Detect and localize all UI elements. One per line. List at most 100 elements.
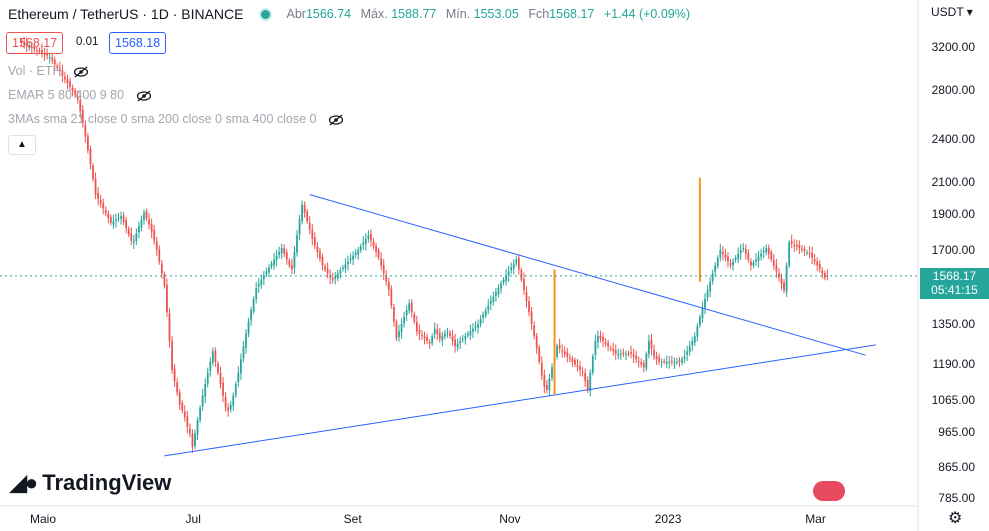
candle-body bbox=[704, 298, 706, 308]
candle-body bbox=[33, 46, 36, 50]
symbol-title[interactable]: Ethereum / TetherUS · 1D · BINANCE bbox=[8, 6, 244, 22]
candle-body bbox=[20, 41, 23, 44]
indicator-volume[interactable]: Vol · ETH bbox=[8, 64, 89, 78]
candle-body bbox=[125, 220, 128, 229]
candle-body bbox=[431, 336, 434, 344]
candle-body bbox=[466, 333, 469, 336]
candle-body bbox=[576, 365, 579, 368]
candle-body bbox=[145, 211, 148, 219]
candle-body bbox=[691, 341, 694, 346]
candle-body bbox=[255, 288, 258, 299]
candle-body bbox=[548, 378, 551, 391]
candle-body bbox=[561, 350, 564, 352]
candle-body bbox=[89, 148, 92, 165]
candle-body bbox=[479, 319, 482, 324]
candle-body bbox=[737, 253, 740, 259]
candle-body bbox=[693, 336, 696, 343]
candle-body bbox=[510, 267, 513, 271]
eye-crossed-icon[interactable] bbox=[73, 66, 89, 78]
candle-body bbox=[808, 252, 811, 254]
price-tick-label: 785.00 bbox=[938, 491, 975, 505]
trendline bbox=[164, 344, 876, 457]
candle-body bbox=[755, 259, 757, 262]
candle-body bbox=[135, 233, 138, 242]
currency-selector[interactable]: USDT ▾ bbox=[931, 5, 973, 19]
candle-body bbox=[451, 336, 454, 342]
candle-body bbox=[533, 325, 536, 337]
close-label: Fch bbox=[528, 7, 550, 21]
candle-body bbox=[438, 332, 441, 339]
candle-body bbox=[523, 278, 525, 291]
candle-body bbox=[234, 383, 237, 396]
candle-body bbox=[122, 215, 125, 223]
candle-body bbox=[696, 326, 699, 337]
candle-body bbox=[189, 428, 191, 434]
candle-body bbox=[81, 110, 84, 124]
ohlc-readout: Abr1566.74 Máx. 1588.77 Mín. 1553.05 Fch… bbox=[286, 7, 690, 21]
candle-body bbox=[811, 252, 813, 258]
candle-body bbox=[23, 43, 26, 45]
sell-price-button[interactable]: 1568.17 bbox=[6, 32, 64, 54]
last-price-label: 1568.17 05:41:15 bbox=[920, 267, 989, 299]
candle-body bbox=[270, 263, 273, 267]
close-value: 1568.17 bbox=[549, 7, 595, 21]
candle-body bbox=[760, 253, 762, 257]
candle-body bbox=[676, 361, 678, 363]
candle-body bbox=[104, 210, 107, 214]
candle-body bbox=[237, 372, 240, 383]
candle-body bbox=[178, 392, 181, 405]
time-tick-label: Maio bbox=[30, 512, 57, 526]
collapse-indicators-button[interactable]: ▲ bbox=[8, 135, 36, 155]
candle-body bbox=[747, 253, 750, 260]
indicator-3mas[interactable]: 3MAs sma 21 close 0 sma 200 close 0 sma … bbox=[8, 112, 344, 126]
candle-body bbox=[321, 256, 324, 266]
candle-body bbox=[566, 352, 569, 357]
candle-body bbox=[645, 353, 648, 369]
candle-body bbox=[324, 266, 326, 270]
candle-body bbox=[313, 237, 316, 246]
candle-body bbox=[329, 275, 332, 278]
candle-body bbox=[474, 326, 477, 328]
candle-body bbox=[262, 275, 265, 280]
tradingview-logo[interactable]: ◢● TradingView bbox=[10, 470, 171, 496]
candle-body bbox=[316, 246, 319, 252]
candle-body bbox=[288, 260, 291, 266]
candle-body bbox=[372, 241, 375, 247]
candle-body bbox=[609, 347, 612, 349]
indicator-volume-label: Vol · ETH bbox=[8, 64, 62, 78]
candle-body bbox=[597, 336, 599, 343]
buy-price-button[interactable]: 1568.18 bbox=[109, 32, 167, 54]
indicator-emar[interactable]: EMAR 5 80 400 9 80 bbox=[8, 88, 152, 102]
candle-body bbox=[163, 273, 166, 286]
candle-body bbox=[757, 256, 760, 262]
candle-body bbox=[311, 229, 314, 239]
gear-icon[interactable]: ⚙ bbox=[948, 510, 963, 527]
us-flag-icon[interactable] bbox=[813, 481, 845, 501]
candle-body bbox=[408, 303, 411, 311]
candle-body bbox=[517, 257, 520, 270]
candle-body bbox=[400, 323, 403, 333]
candle-body bbox=[635, 355, 638, 360]
candle-body bbox=[505, 275, 507, 282]
indicator-3mas-label: 3MAs sma 21 close 0 sma 200 close 0 sma … bbox=[8, 112, 317, 126]
candle-body bbox=[153, 229, 156, 241]
candle-body bbox=[461, 338, 464, 340]
eye-crossed-icon[interactable] bbox=[136, 90, 152, 102]
candle-body bbox=[191, 433, 194, 448]
candle-body bbox=[222, 382, 224, 396]
candle-body bbox=[428, 342, 431, 344]
candle-body bbox=[94, 178, 97, 195]
candle-body bbox=[739, 250, 742, 254]
candle-body bbox=[540, 362, 543, 376]
price-tick-label: 2800.00 bbox=[931, 82, 975, 97]
candle-body bbox=[217, 363, 219, 373]
candle-body bbox=[729, 262, 732, 266]
candle-body bbox=[734, 257, 737, 261]
candle-body bbox=[663, 361, 666, 363]
candle-body bbox=[653, 349, 655, 357]
candle-body bbox=[688, 346, 691, 352]
eye-crossed-icon[interactable] bbox=[328, 114, 344, 126]
candle-body bbox=[206, 372, 209, 384]
time-tick-label: Jul bbox=[185, 512, 201, 526]
